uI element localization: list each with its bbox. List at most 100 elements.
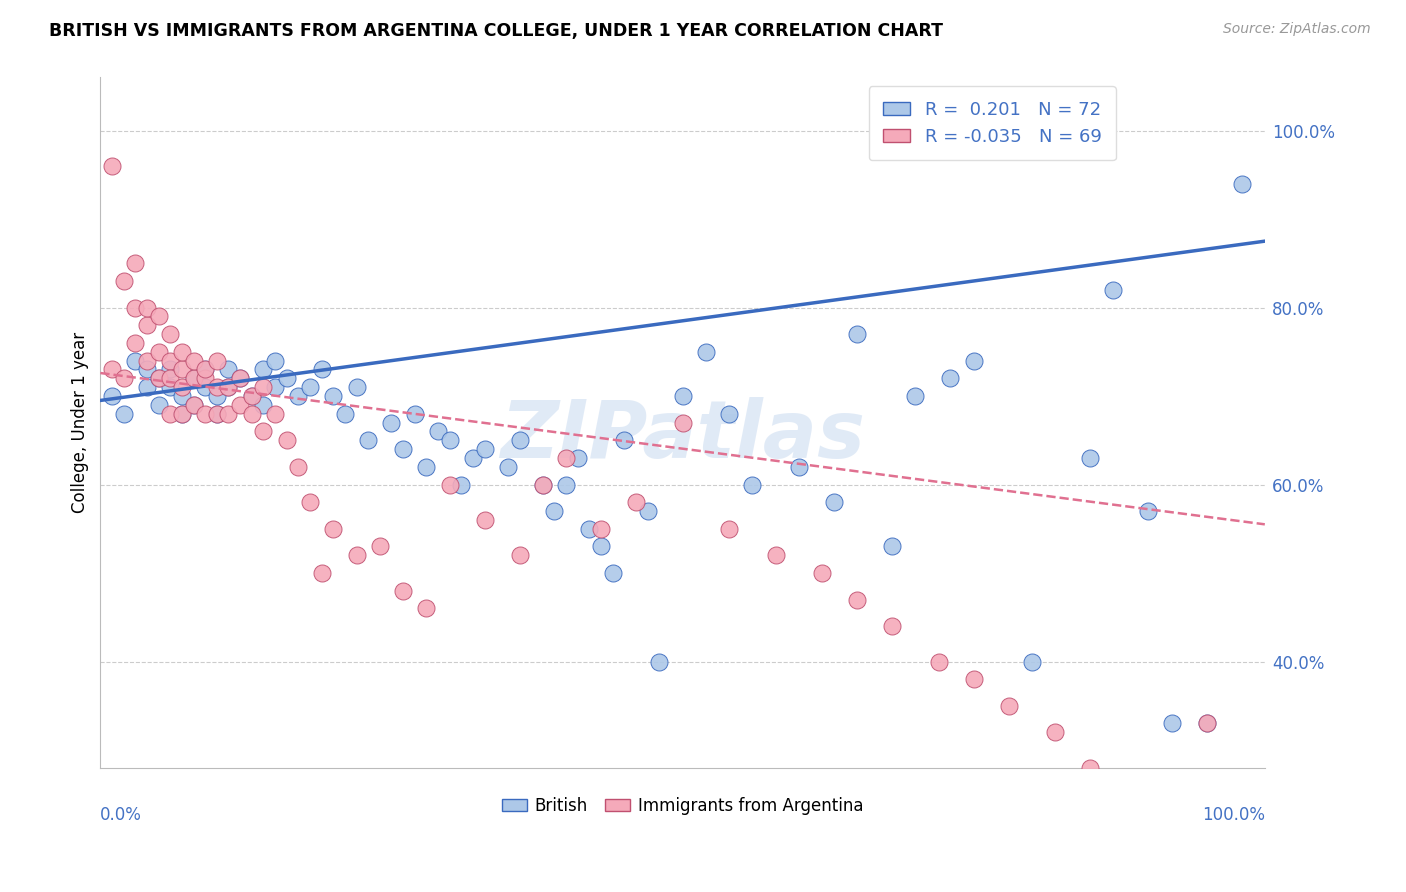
Point <box>439 434 461 448</box>
Point <box>1102 283 1125 297</box>
Point <box>322 522 344 536</box>
Point <box>194 371 217 385</box>
Point <box>205 389 228 403</box>
Point <box>183 398 205 412</box>
Point <box>170 362 193 376</box>
Point <box>1021 655 1043 669</box>
Point <box>333 407 356 421</box>
Point <box>136 380 159 394</box>
Point <box>1137 504 1160 518</box>
Point <box>346 549 368 563</box>
Point <box>252 398 274 412</box>
Point <box>252 380 274 394</box>
Point <box>613 434 636 448</box>
Point <box>474 442 496 456</box>
Text: Source: ZipAtlas.com: Source: ZipAtlas.com <box>1223 22 1371 37</box>
Point <box>602 566 624 580</box>
Text: 0.0%: 0.0% <box>100 805 142 823</box>
Point <box>217 380 239 394</box>
Point <box>276 371 298 385</box>
Point <box>159 371 181 385</box>
Point <box>392 442 415 456</box>
Point <box>170 389 193 403</box>
Point <box>1195 716 1218 731</box>
Point <box>450 477 472 491</box>
Point <box>718 407 741 421</box>
Point <box>124 256 146 270</box>
Point <box>170 407 193 421</box>
Point <box>531 477 554 491</box>
Point <box>217 362 239 376</box>
Point <box>787 459 810 474</box>
Point <box>287 389 309 403</box>
Point <box>461 450 484 465</box>
Point <box>205 380 228 394</box>
Point <box>205 353 228 368</box>
Point <box>252 425 274 439</box>
Point <box>183 371 205 385</box>
Point <box>205 407 228 421</box>
Point <box>136 362 159 376</box>
Point <box>997 698 1019 713</box>
Point <box>555 477 578 491</box>
Point <box>298 380 321 394</box>
Point <box>101 159 124 173</box>
Point <box>136 353 159 368</box>
Point <box>112 407 135 421</box>
Point <box>415 601 437 615</box>
Point <box>159 407 181 421</box>
Point <box>276 434 298 448</box>
Point <box>928 655 950 669</box>
Point <box>846 592 869 607</box>
Point <box>240 389 263 403</box>
Point <box>194 380 217 394</box>
Point <box>240 389 263 403</box>
Point <box>124 335 146 350</box>
Point <box>648 655 671 669</box>
Point <box>183 398 205 412</box>
Point <box>357 434 380 448</box>
Text: BRITISH VS IMMIGRANTS FROM ARGENTINA COLLEGE, UNDER 1 YEAR CORRELATION CHART: BRITISH VS IMMIGRANTS FROM ARGENTINA COL… <box>49 22 943 40</box>
Point <box>148 371 170 385</box>
Point <box>170 344 193 359</box>
Point <box>112 371 135 385</box>
Point <box>591 522 613 536</box>
Point <box>671 389 693 403</box>
Point <box>1114 787 1136 801</box>
Point <box>264 407 287 421</box>
Point <box>1195 716 1218 731</box>
Point <box>404 407 426 421</box>
Point <box>170 407 193 421</box>
Point <box>846 327 869 342</box>
Point <box>217 407 239 421</box>
Point <box>1078 761 1101 775</box>
Point <box>427 425 450 439</box>
Point <box>963 672 986 686</box>
Point <box>882 619 904 633</box>
Point <box>136 301 159 315</box>
Point <box>939 371 962 385</box>
Point <box>718 522 741 536</box>
Point <box>591 540 613 554</box>
Point <box>578 522 600 536</box>
Point <box>322 389 344 403</box>
Point <box>240 407 263 421</box>
Point <box>474 513 496 527</box>
Y-axis label: College, Under 1 year: College, Under 1 year <box>72 332 89 513</box>
Point <box>496 459 519 474</box>
Point <box>531 477 554 491</box>
Point <box>439 477 461 491</box>
Point <box>311 566 333 580</box>
Point <box>170 380 193 394</box>
Point <box>194 407 217 421</box>
Point <box>811 566 834 580</box>
Legend: British, Immigrants from Argentina: British, Immigrants from Argentina <box>495 790 870 822</box>
Point <box>194 362 217 376</box>
Point <box>543 504 565 518</box>
Point <box>229 371 252 385</box>
Point <box>637 504 659 518</box>
Point <box>555 450 578 465</box>
Point <box>264 353 287 368</box>
Point <box>183 353 205 368</box>
Point <box>765 549 787 563</box>
